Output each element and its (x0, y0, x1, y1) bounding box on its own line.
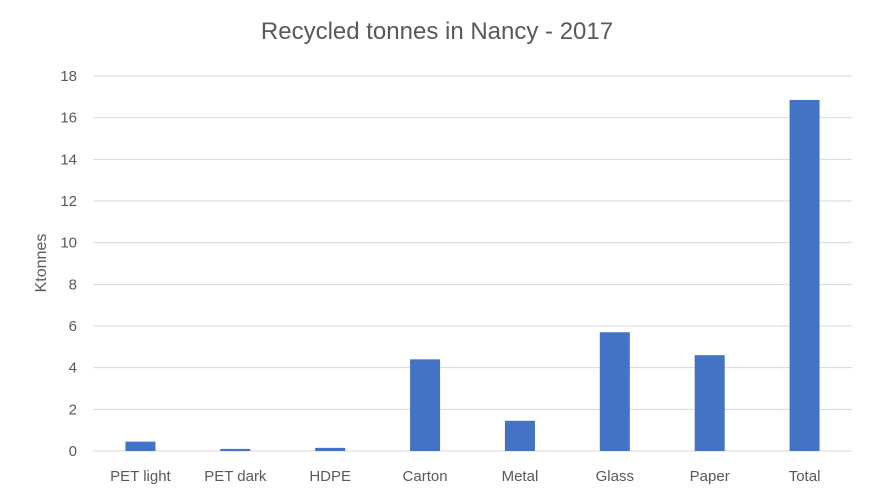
bar (504, 420, 535, 451)
bars (125, 99, 820, 451)
y-tick-labels: 0 2 4 6 8 10 12 14 16 18 (60, 68, 77, 460)
bar (599, 332, 630, 451)
y-tick-label: 6 (69, 318, 77, 335)
x-tick-label: PET dark (204, 468, 267, 485)
bar (315, 447, 346, 451)
bar (789, 99, 820, 451)
y-tick-label: 18 (60, 68, 77, 85)
y-axis-label: Ktonnes (33, 234, 50, 293)
y-tick-label: 10 (60, 235, 77, 252)
chart-title: Recycled tonnes in Nancy - 2017 (260, 18, 614, 45)
bar (125, 441, 156, 451)
x-tick-label: HDPE (309, 468, 351, 485)
y-tick-label: 16 (60, 110, 77, 127)
x-tick-label: Carton (403, 468, 448, 485)
x-tick-label: Total (789, 468, 821, 485)
x-tick-label: Glass (596, 468, 634, 485)
y-tick-label: 2 (69, 401, 77, 418)
bar (694, 355, 725, 451)
gridlines (93, 75, 852, 452)
y-tick-label: 12 (60, 193, 77, 210)
bar (220, 448, 251, 451)
y-tick-label: 8 (69, 276, 77, 293)
x-tick-label: Paper (690, 468, 730, 485)
y-tick-label: 14 (60, 151, 77, 168)
x-tick-label: Metal (502, 468, 539, 485)
y-tick-label: 0 (69, 443, 77, 460)
y-tick-label: 4 (69, 360, 77, 377)
x-tick-labels: PET light PET dark HDPE Carton Metal Glass Pap… (110, 468, 820, 485)
bar (410, 359, 441, 451)
x-tick-label: PET light (110, 468, 171, 485)
